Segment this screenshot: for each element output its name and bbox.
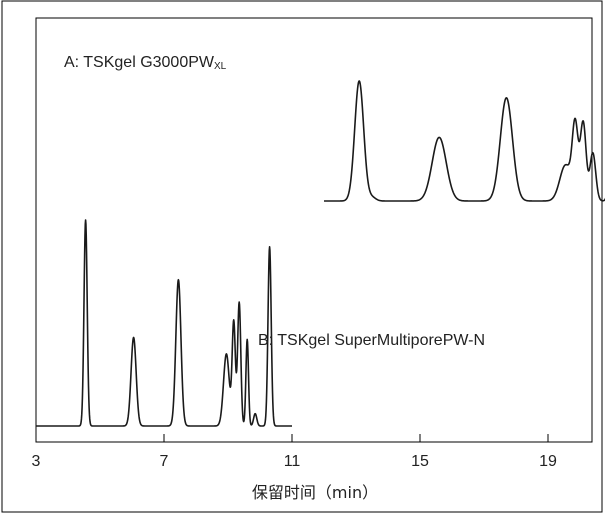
series-b-trace: [35, 219, 293, 427]
x-tick-label: 3: [32, 453, 41, 470]
x-tick-label: 11: [284, 453, 301, 470]
x-tick-label: 15: [411, 453, 429, 470]
series-a-label: A: TSKgel G3000PWXL: [64, 54, 227, 72]
series-b-label: B: TSKgel SuperMultiporePW-N: [258, 332, 485, 349]
x-axis-ticks: 3 7 11 15 19: [32, 434, 557, 470]
x-tick-label: 19: [539, 453, 557, 470]
series-a-trace: [323, 80, 605, 202]
x-axis-title: 保留时间（min）: [252, 483, 378, 502]
plot-frame: [35, 17, 593, 443]
x-tick-label: 7: [160, 453, 169, 470]
